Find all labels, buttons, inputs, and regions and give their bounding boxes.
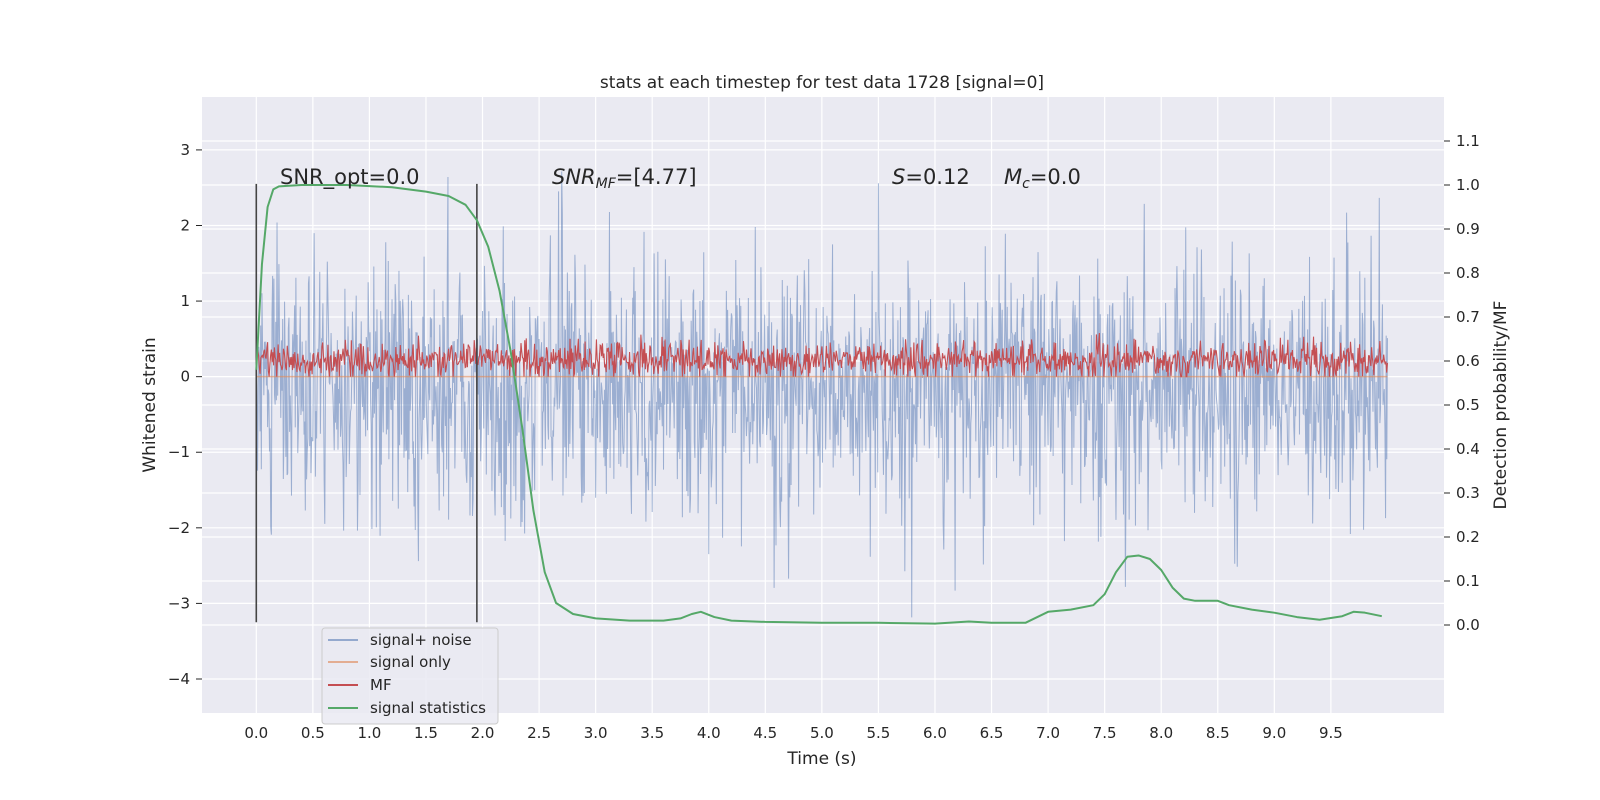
y-tick-label-left: 1 bbox=[180, 292, 190, 310]
x-axis-label: Time (s) bbox=[786, 749, 856, 769]
y-tick-label-right: 0.8 bbox=[1456, 264, 1480, 282]
x-ticks: 0.0 0.5 1.0 1.5 2.0 2.5 3.0 3.5 4.0 4.5 5.0 5.5 6.0 6… bbox=[244, 724, 1342, 742]
y-ticks-left: 3 2 1 0 −1 −2 −3 −4 bbox=[168, 141, 202, 688]
x-tick-label: 7.5 bbox=[1093, 724, 1117, 742]
y-tick-label-left: 3 bbox=[180, 141, 190, 159]
x-tick-label: 2.5 bbox=[527, 724, 551, 742]
x-tick-label: 3.5 bbox=[640, 724, 664, 742]
annotation-mc: Mc=0.0 bbox=[1004, 165, 1081, 192]
series-signal-statistics bbox=[255, 184, 1382, 625]
y-tick-label-right: 0.0 bbox=[1456, 616, 1480, 634]
y-tick-label-left: 2 bbox=[180, 216, 190, 234]
y-tick-label-right: 0.4 bbox=[1456, 440, 1480, 458]
x-tick-label: 9.5 bbox=[1319, 724, 1343, 742]
y-ticks-right: 1.1 1.0 0.9 0.8 0.7 0.6 0.5 0.4 0.3 0.2 0.1 0.0 bbox=[1444, 132, 1480, 634]
x-tick-label: 4.5 bbox=[753, 724, 777, 742]
legend-label-signal-only: signal only bbox=[370, 653, 451, 671]
y-tick-label-right: 0.6 bbox=[1456, 352, 1480, 370]
x-tick-label: 5.5 bbox=[866, 724, 890, 742]
x-tick-label: 0.0 bbox=[244, 724, 268, 742]
y-tick-label-right: 1.1 bbox=[1456, 132, 1480, 150]
legend-label-signal-noise: signal+ noise bbox=[370, 631, 472, 649]
x-tick-label: 3.0 bbox=[584, 724, 608, 742]
series-layer bbox=[255, 171, 1388, 625]
legend-label-mf: MF bbox=[370, 676, 392, 694]
y-axis-label-left: Whitened strain bbox=[140, 337, 160, 472]
annotation-snr-opt: SNR_opt=0.0 bbox=[280, 165, 420, 190]
y-tick-label-right: 0.9 bbox=[1456, 220, 1480, 238]
x-tick-label: 6.0 bbox=[923, 724, 947, 742]
x-tick-label: 1.5 bbox=[414, 724, 438, 742]
x-tick-label: 8.5 bbox=[1206, 724, 1230, 742]
y-tick-label-right: 0.2 bbox=[1456, 528, 1480, 546]
y-tick-label-right: 1.0 bbox=[1456, 176, 1480, 194]
x-tick-label: 0.5 bbox=[301, 724, 325, 742]
y-tick-label-left: −1 bbox=[168, 443, 190, 461]
x-tick-label: 1.0 bbox=[357, 724, 381, 742]
legend-box bbox=[321, 627, 499, 725]
x-tick-label: 7.0 bbox=[1036, 724, 1060, 742]
legend: signal+ noise signal only MF signal stat… bbox=[321, 627, 499, 725]
y-tick-label-right: 0.7 bbox=[1456, 308, 1480, 326]
series-mf bbox=[255, 332, 1388, 378]
y-tick-label-left: −2 bbox=[168, 519, 190, 537]
y-tick-label-left: −4 bbox=[168, 670, 190, 688]
x-tick-label: 4.0 bbox=[697, 724, 721, 742]
x-tick-label: 9.0 bbox=[1262, 724, 1286, 742]
y-tick-label-right: 0.3 bbox=[1456, 484, 1480, 502]
annotation-s: S=0.12 bbox=[892, 165, 970, 189]
annotation-snr-mf: SNRMF=[4.77] bbox=[552, 165, 697, 192]
x-tick-label: 8.0 bbox=[1149, 724, 1173, 742]
x-tick-label: 5.0 bbox=[810, 724, 834, 742]
y-axis-label-right: Detection probability/MF bbox=[1491, 301, 1511, 510]
y-tick-label-right: 0.1 bbox=[1456, 572, 1480, 590]
x-tick-label: 2.0 bbox=[471, 724, 495, 742]
legend-label-signal-statistics: signal statistics bbox=[370, 699, 486, 717]
y-tick-label-right: 0.5 bbox=[1456, 396, 1480, 414]
y-tick-label-left: −3 bbox=[168, 594, 190, 612]
chart-title: stats at each timestep for test data 172… bbox=[600, 73, 1044, 93]
series-signal-noise bbox=[255, 171, 1388, 618]
y-tick-label-left: 0 bbox=[180, 368, 190, 386]
x-tick-label: 6.5 bbox=[980, 724, 1004, 742]
